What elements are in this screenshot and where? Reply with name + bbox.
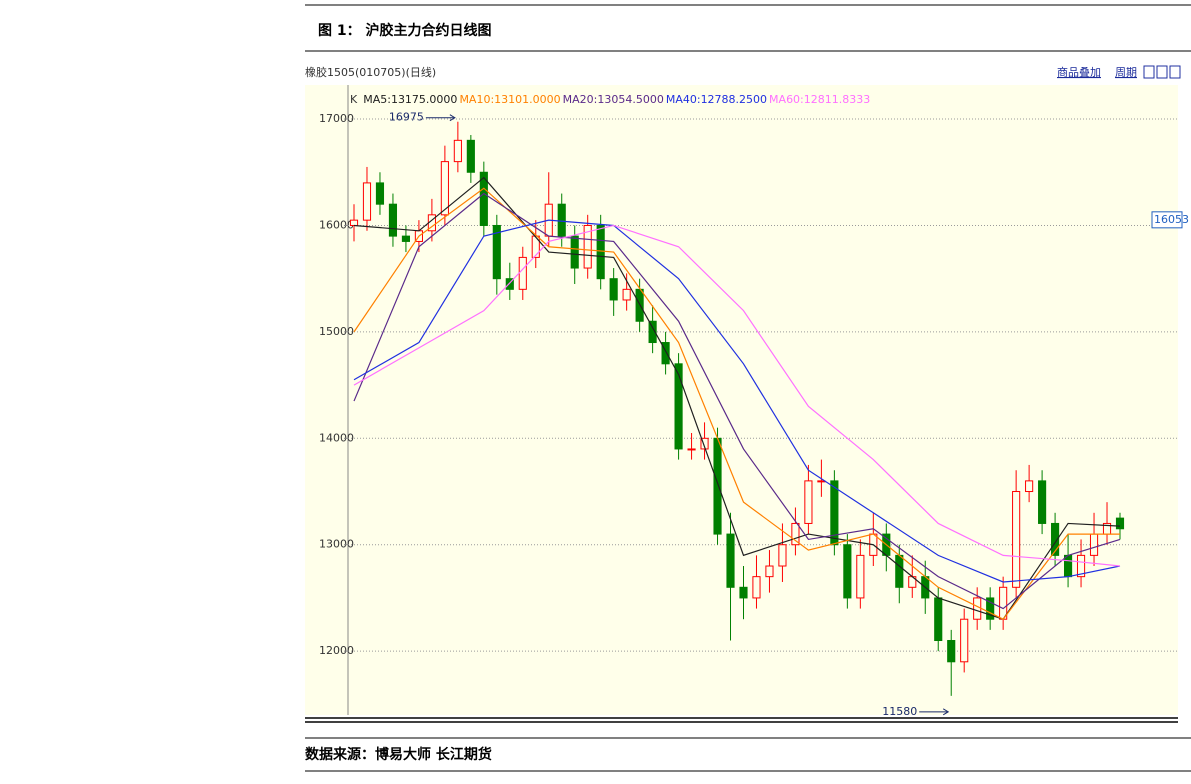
candle-body	[349, 219, 359, 226]
candle-body	[726, 533, 735, 588]
candle-body	[765, 565, 774, 578]
legend-entry: MA10:13101.0000	[459, 93, 560, 106]
candle-body	[609, 278, 618, 301]
candle-body	[778, 544, 787, 567]
candle-body	[986, 597, 995, 620]
candle-body	[934, 597, 943, 642]
legend-entry: MA40:12788.2500	[666, 93, 767, 106]
candle-body	[960, 618, 969, 663]
candle-body	[1025, 480, 1034, 493]
candle-body	[570, 235, 579, 269]
toolbar-icons[interactable]	[1143, 65, 1181, 79]
y-tick-label: 17000	[319, 112, 354, 125]
y-tick-label: 16000	[319, 218, 354, 231]
ma-line	[353, 192, 1121, 610]
candle-body	[401, 235, 411, 242]
candle-body	[648, 320, 657, 344]
candle-body	[843, 544, 852, 599]
source-note: 数据来源：博易大师 长江期货	[305, 746, 492, 763]
candle-body	[1038, 480, 1047, 524]
candle-body	[856, 554, 865, 599]
ma-line	[353, 219, 1121, 583]
candle-body	[674, 363, 683, 450]
candle-body	[1012, 491, 1021, 588]
arrow-head	[449, 114, 456, 122]
extreme-label: 11580	[882, 705, 917, 718]
y-tick-label: 15000	[319, 325, 354, 338]
y-tick-label: 13000	[319, 538, 354, 551]
icon[interactable]	[1143, 65, 1155, 79]
candle-body	[1076, 554, 1086, 578]
candle-body	[999, 586, 1008, 620]
toolbar-link[interactable]: 商品叠加	[1057, 65, 1101, 79]
toolbar	[305, 60, 1178, 85]
y-tick-label: 12000	[319, 644, 354, 657]
candle-body	[1089, 533, 1099, 556]
candle-body	[596, 224, 605, 280]
candle-body	[947, 640, 956, 663]
icon[interactable]	[1156, 65, 1168, 79]
candle-body	[492, 224, 501, 280]
candle-body	[830, 480, 839, 546]
candle-body	[804, 480, 813, 524]
candle-body	[739, 586, 748, 599]
candle-body	[895, 554, 904, 588]
candle-body	[687, 448, 696, 451]
ma-line	[353, 224, 1121, 567]
candle-body	[375, 182, 385, 205]
candle-body	[791, 522, 800, 546]
candle-body	[388, 203, 398, 237]
arrow-head	[942, 708, 950, 716]
extreme-label: 16975	[389, 111, 424, 124]
candle-body	[479, 171, 488, 226]
candle-body	[362, 182, 372, 221]
ma-line	[353, 187, 1120, 620]
candle-body	[1115, 517, 1125, 530]
icon[interactable]	[1169, 65, 1181, 79]
legend-entry: MA5:13175.0000	[363, 93, 457, 106]
candle-body	[583, 224, 592, 269]
toolbar-link[interactable]: 周期	[1115, 66, 1137, 79]
candle-body	[466, 139, 475, 173]
legend-entry: MA20:13054.5000	[563, 93, 664, 106]
candle-body	[505, 278, 514, 290]
candle-body	[518, 256, 527, 290]
figure-caption: 图 1： 沪胶主力合约日线图	[318, 22, 492, 39]
candle-body	[557, 203, 566, 237]
candle-body	[1051, 522, 1060, 556]
candle-body	[1063, 554, 1073, 578]
candle-body	[531, 235, 540, 258]
chart-panel	[305, 60, 1178, 715]
candles	[349, 121, 1125, 696]
chart-title: 橡胶1505(010705)(日线)	[305, 65, 436, 79]
cursor-box	[1151, 211, 1183, 229]
legend-entry: MA60:12811.8333	[769, 93, 870, 106]
candle-body	[440, 161, 449, 216]
candle-body	[973, 597, 982, 620]
legend-label: K	[350, 93, 358, 106]
candle-body	[622, 288, 631, 301]
candle-body	[700, 437, 709, 450]
candle-body	[713, 437, 722, 535]
cursor-value: 16053	[1154, 213, 1189, 226]
candle-body	[752, 576, 761, 599]
candle-body	[661, 342, 670, 365]
y-tick-label: 14000	[319, 431, 354, 444]
candle-body	[453, 139, 462, 163]
